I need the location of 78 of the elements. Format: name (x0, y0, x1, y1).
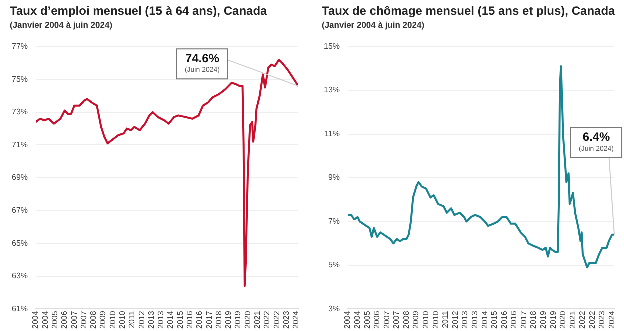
x-tick-label: 2024 (292, 310, 301, 329)
y-tick-label: 13% (324, 86, 340, 95)
x-tick-label: 2004 (353, 310, 362, 329)
x-tick-label: 2004 (31, 310, 40, 329)
x-tick-label: 2012 (450, 310, 460, 329)
y-tick-label: 3% (328, 304, 340, 314)
chart-title: Taux de chômage mensuel (15 ans et plus), Canada (322, 4, 616, 18)
x-tick-label: 2020 (558, 310, 568, 329)
x-tick-label: 2023 (598, 310, 607, 329)
x-tick-label: 2013 (146, 310, 156, 329)
x-tick-label: 2019 (539, 310, 548, 329)
x-tick-label: 2008 (402, 310, 411, 329)
x-tick-label: 2019 (548, 310, 558, 329)
x-tick-label: 2014 (166, 310, 176, 329)
annotation: 74.6% (185, 51, 220, 66)
y-tick-label: 77% (12, 42, 28, 52)
y-tick-label: 15% (324, 42, 340, 52)
x-tick-label: 2017 (519, 310, 528, 329)
y-tick-label: 9% (328, 173, 340, 182)
x-tick-label: 2009 (412, 310, 421, 329)
y-tick-label: 7% (328, 216, 340, 226)
x-tick-label: 2004 (343, 310, 352, 329)
y-tick-label: 73% (12, 108, 28, 117)
x-tick-label: 2013 (460, 310, 470, 329)
x-tick-label: 2024 (608, 310, 617, 329)
x-tick-label: 2022 (578, 310, 588, 329)
x-tick-label: 2010 (422, 310, 431, 329)
x-tick-label: 2006 (372, 310, 382, 329)
x-tick-label: 2011 (441, 310, 450, 328)
x-tick-label: 2010 (108, 310, 118, 329)
x-tick-label: 2019 (224, 310, 234, 329)
x-tick-label: 2012 (137, 310, 146, 329)
y-tick-label: 5% (328, 260, 340, 270)
y-tick-label: 67% (12, 206, 28, 216)
y-tick-label: 75% (12, 74, 28, 84)
x-tick-label: 2011 (128, 310, 137, 328)
x-tick-label: 2016 (510, 310, 519, 329)
x-tick-label: 2022 (262, 310, 272, 329)
chart-subtitle: (Janvier 2004 à juin 2024) (322, 20, 425, 30)
x-tick-label: 2021 (252, 310, 262, 329)
x-tick-label: 2007 (392, 310, 402, 329)
x-tick-label: 2010 (118, 310, 127, 329)
x-tick-label: 2020 (243, 310, 252, 329)
x-tick-label: 2018 (214, 310, 224, 329)
x-tick-label: 2004 (40, 310, 50, 329)
x-tick-label: 2016 (195, 310, 204, 329)
x-tick-label: 2023 (282, 310, 291, 329)
y-tick-label: 65% (12, 238, 28, 248)
x-tick-label: 2017 (204, 310, 214, 329)
x-tick-label: 2005 (50, 310, 60, 329)
y-tick-label: 11% (324, 129, 340, 138)
x-tick-label: 2016 (500, 310, 509, 329)
y-tick-label: 69% (12, 173, 28, 182)
x-tick-label: 2007 (382, 310, 392, 329)
x-tick-label: 2008 (89, 310, 98, 329)
x-tick-label: 2005 (362, 310, 372, 329)
x-tick-label: 2014 (480, 310, 490, 329)
x-tick-label: 2015 (176, 310, 185, 329)
x-tick-label: 2013 (156, 310, 166, 329)
x-tick-label: 2007 (70, 310, 79, 329)
x-tick-label: 2009 (98, 310, 108, 329)
x-tick-label: 2018 (529, 310, 538, 329)
x-tick-label: 2022 (272, 310, 282, 329)
x-tick-label: 2015 (490, 310, 500, 329)
chart-subtitle: (Janvier 2004 à juin 2024) (10, 20, 113, 30)
y-tick-label: 61% (12, 304, 28, 314)
x-tick-label: 2019 (234, 310, 243, 329)
y-tick-label: 71% (12, 140, 28, 150)
x-tick-label: 2007 (79, 310, 88, 329)
x-tick-label: 2022 (588, 310, 597, 329)
y-tick-label: 63% (12, 272, 28, 281)
x-tick-label: 2010 (431, 310, 440, 329)
x-tick-label: 2021 (568, 310, 578, 329)
x-tick-label: 2016 (185, 310, 194, 329)
chart-title: Taux d’emploi mensuel (15 à 64 ans), Canada (10, 4, 268, 18)
annotation: 6.4% (582, 130, 611, 144)
x-tick-label: 2013 (470, 310, 480, 329)
x-tick-label: 2006 (60, 310, 70, 329)
